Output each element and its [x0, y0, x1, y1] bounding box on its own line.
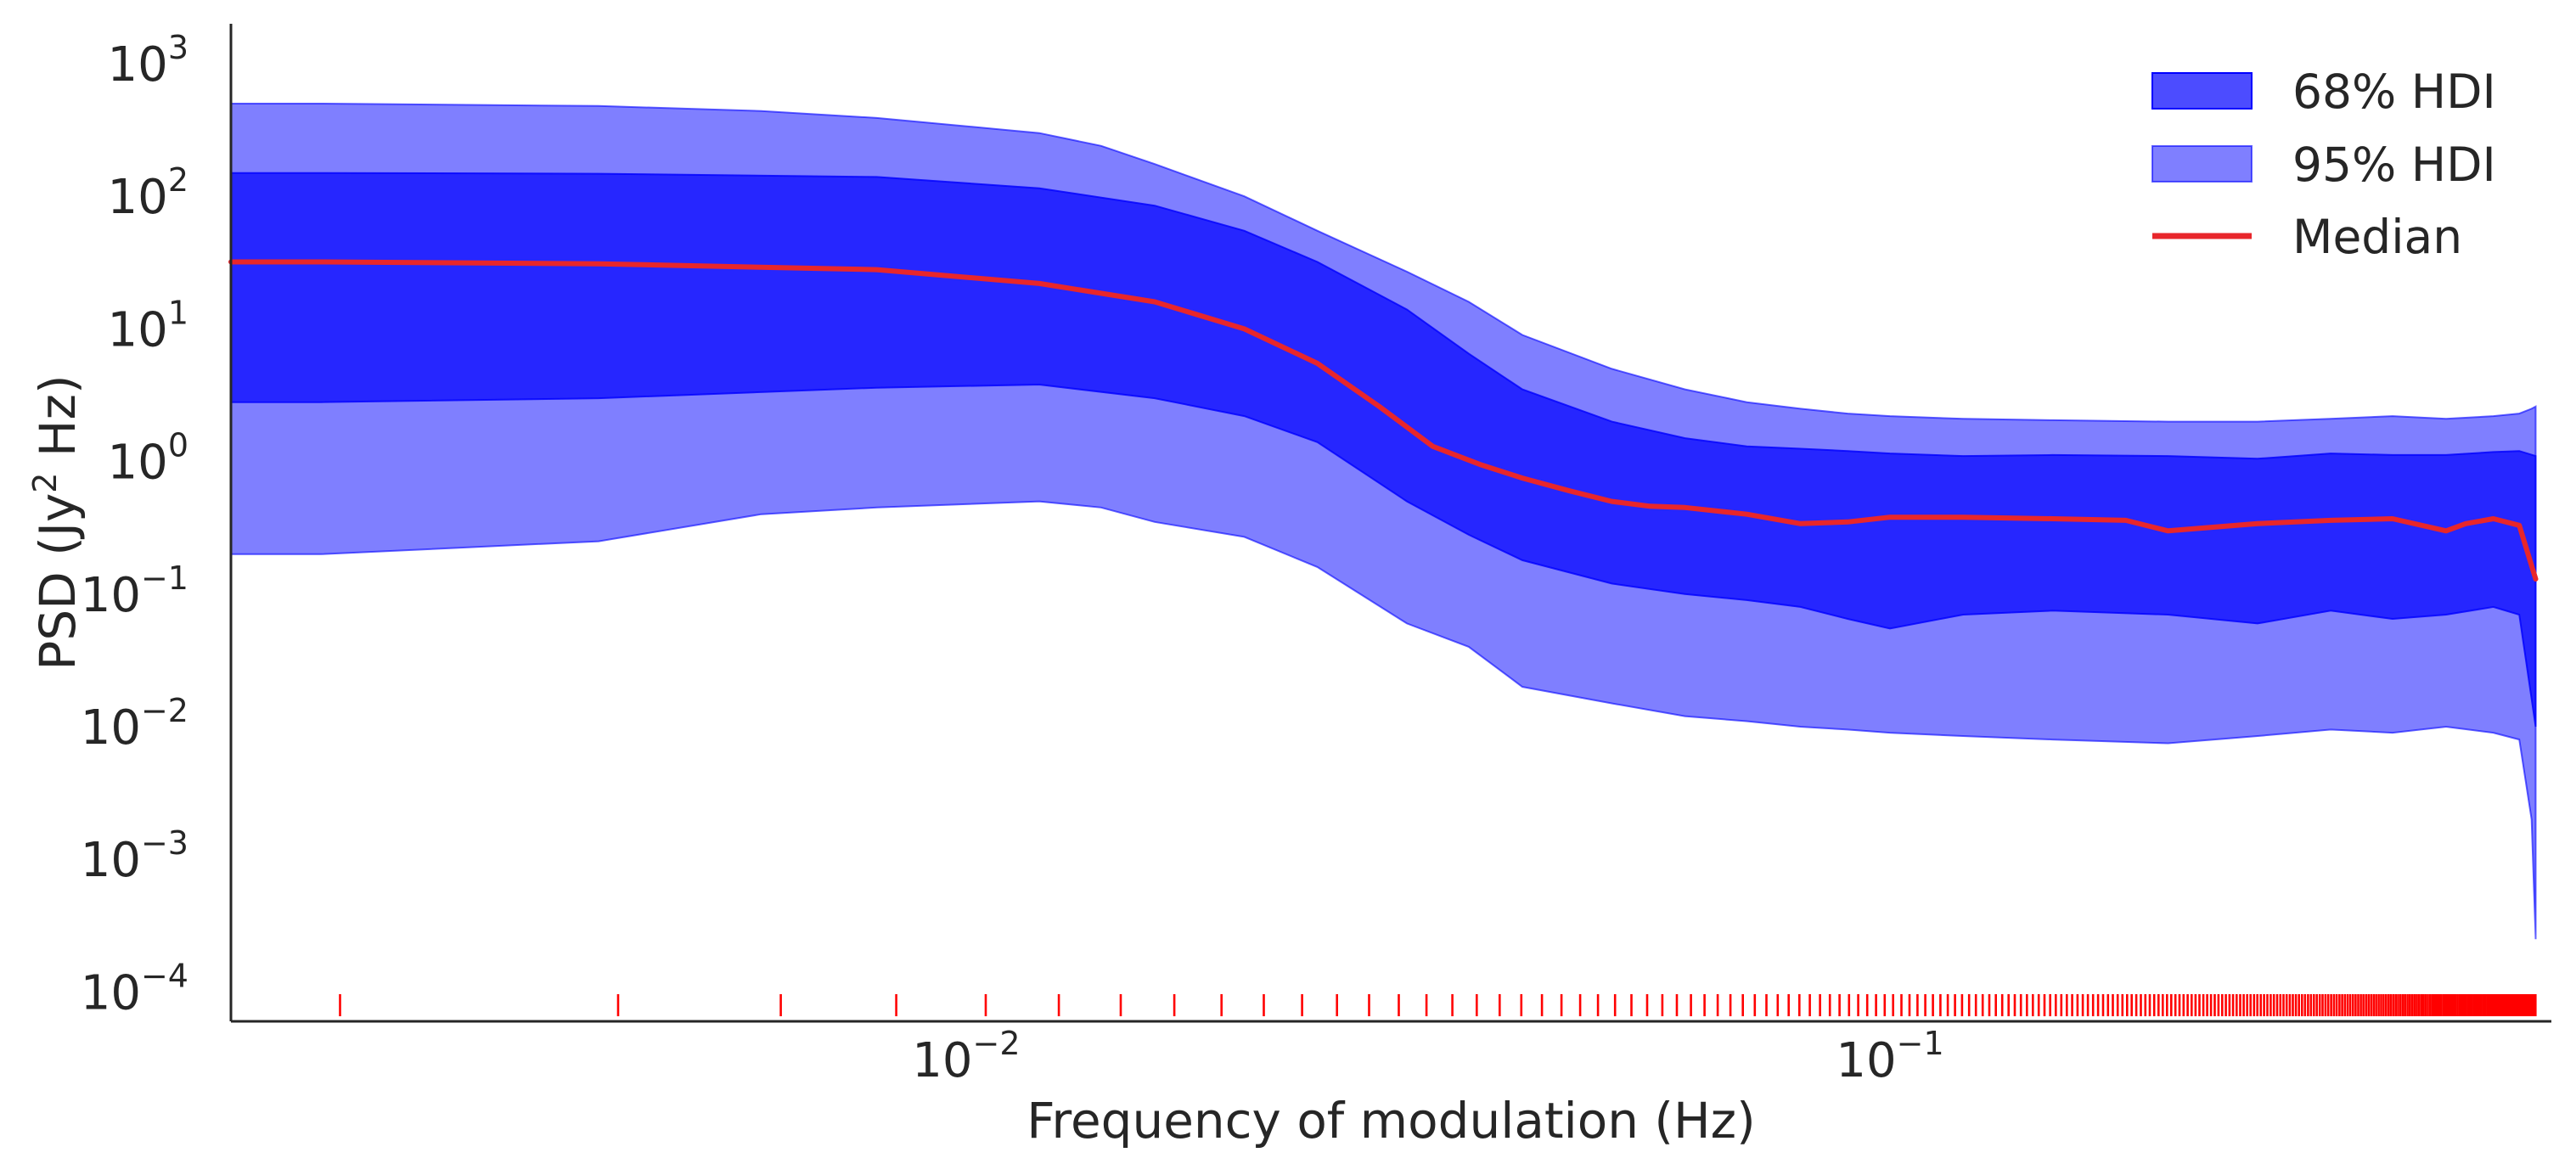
x-tick-base: 10 — [1836, 1033, 1896, 1088]
y-tick-base: 10 — [81, 833, 141, 888]
y-axis-label: PSD (Jy2 Hz) — [26, 374, 87, 670]
y-tick-base: 10 — [81, 700, 141, 756]
y-tick-exponent: 0 — [168, 427, 188, 464]
y-tick-base: 10 — [108, 436, 168, 491]
y-tick-label: 100 — [108, 427, 188, 491]
x-axis-label: Frequency of modulation (Hz) — [1026, 1092, 1755, 1150]
axis-labels: Frequency of modulation (Hz) PSD (Jy2 Hz… — [26, 374, 1756, 1150]
median-line — [228, 259, 2539, 582]
y-tick-base: 10 — [81, 965, 141, 1020]
x-tick-exponent: −1 — [1897, 1025, 1944, 1062]
legend-label-median: Median — [2292, 210, 2462, 264]
y-tick-label: 101 — [108, 294, 188, 357]
x-tick-base: 10 — [912, 1033, 972, 1088]
legend-label-68-hdi: 68% HDI — [2292, 65, 2496, 119]
legend-swatch-95-hdi — [2151, 145, 2253, 183]
y-axis-label-main: PSD (Jy — [29, 493, 87, 671]
y-tick-exponent: 2 — [168, 161, 188, 199]
y-tick-label: 10−3 — [81, 824, 188, 888]
plot-area — [228, 103, 2539, 1016]
legend: 68% HDI 95% HDI Median — [2151, 65, 2496, 264]
y-tick-base: 10 — [108, 170, 168, 225]
x-tick-label: 10−1 — [1836, 1025, 1943, 1088]
y-tick-exponent: −4 — [141, 957, 188, 994]
y-axis-label-unit: Hz) — [29, 374, 87, 472]
y-tick-base: 10 — [108, 302, 168, 357]
y-axis-label-superscript: 2 — [26, 472, 64, 492]
legend-label-95-hdi: 95% HDI — [2292, 138, 2496, 192]
x-tick-exponent: −2 — [973, 1025, 1021, 1062]
y-tick-label: 103 — [108, 29, 188, 93]
y-tick-label: 102 — [108, 161, 188, 225]
y-tick-label: 10−2 — [81, 692, 188, 756]
y-tick-exponent: −3 — [141, 824, 188, 862]
legend-swatch-68-hdi — [2151, 72, 2253, 110]
y-tick-exponent: −2 — [141, 692, 188, 729]
y-tick-label: 10−4 — [81, 957, 188, 1020]
x-tick-label: 10−2 — [912, 1025, 1020, 1088]
y-tick-exponent: 1 — [168, 294, 188, 331]
band-68-hdi — [230, 171, 2537, 728]
y-tick-base: 10 — [108, 37, 168, 93]
y-tick-exponent: −1 — [141, 559, 188, 597]
y-tick-label: 10−1 — [81, 559, 188, 623]
y-tick-exponent: 3 — [168, 29, 188, 66]
y-tick-base: 10 — [81, 568, 141, 623]
